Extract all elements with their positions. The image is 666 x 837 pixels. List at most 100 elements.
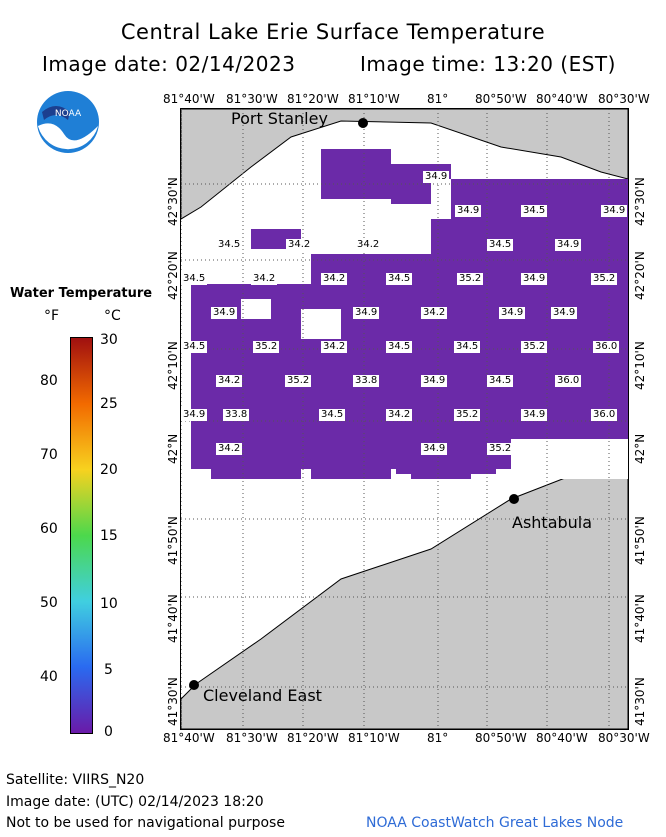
c-label: 25: [100, 396, 118, 412]
temp-label: 34.2: [321, 273, 348, 285]
f-label: 60: [40, 521, 58, 537]
temp-label: 35.2: [487, 443, 514, 455]
lat-label-right: 42°N: [633, 433, 647, 464]
lat-label-left: 41°50'N: [166, 516, 180, 565]
lat-label-left: 42°10'N: [166, 341, 180, 390]
temp-label: 34.9: [421, 375, 448, 387]
city-label-cleveland-east: Cleveland East: [203, 686, 322, 705]
legend-unit-f: °F: [44, 308, 60, 324]
city-label-ashtabula: Ashtabula: [512, 513, 593, 532]
temp-label: 34.5: [386, 273, 413, 285]
temp-label: 35.2: [454, 409, 481, 421]
noaa-logo: NOAA: [36, 90, 100, 154]
temp-label: 34.5: [487, 239, 514, 251]
water-block: [321, 149, 391, 199]
temp-label: 35.2: [253, 341, 280, 353]
footer-disclaimer: Not to be used for navigational purpose: [6, 815, 285, 831]
lon-label-top: 80°50'W: [475, 92, 527, 106]
c-label: 10: [100, 596, 118, 612]
graticule: [181, 109, 628, 729]
water-block: [311, 449, 391, 479]
c-label: 0: [104, 724, 113, 740]
temp-label: 34.9: [353, 307, 380, 319]
lat-label-right: 41°30'N: [633, 677, 647, 726]
c-label: 20: [100, 462, 118, 478]
cloud-patch: [181, 289, 191, 349]
lon-label-bottom: 80°30'W: [598, 731, 650, 745]
lon-label-bottom: 81°40'W: [163, 731, 215, 745]
cloud-patch: [431, 179, 451, 219]
lon-label-top: 81°20'W: [287, 92, 339, 106]
lat-label-right: 42°10'N: [633, 341, 647, 390]
c-label: 15: [100, 528, 118, 544]
footer-utc-date: Image date: (UTC) 02/14/2023 18:20: [6, 794, 264, 810]
lon-label-bottom: 80°50'W: [475, 731, 527, 745]
lat-label-right: 42°30'N: [633, 177, 647, 226]
temp-label: 34.5: [216, 239, 243, 251]
f-label: 70: [40, 447, 58, 463]
temp-label: 34.9: [551, 307, 578, 319]
lat-label-right: 41°40'N: [633, 594, 647, 643]
temp-label: 33.8: [223, 409, 250, 421]
lon-label-top: 80°40'W: [536, 92, 588, 106]
map-area[interactable]: 34.9 34.9 34.5 34.9 34.5 34.2 34.2 34.5 34.9 34.5…: [180, 108, 629, 730]
temp-label: 34.2: [216, 375, 243, 387]
c-label: 5: [104, 662, 113, 678]
cloud-patch: [511, 439, 628, 479]
temp-label: 34.2: [286, 239, 313, 251]
temp-label: 34.9: [421, 443, 448, 455]
temp-label: 34.5: [181, 341, 208, 353]
temp-label: 34.9: [455, 205, 482, 217]
lon-label-bottom: 81°20'W: [287, 731, 339, 745]
temp-label: 34.2: [386, 409, 413, 421]
temp-label: 34.9: [211, 307, 238, 319]
temp-label: 34.5: [319, 409, 346, 421]
temp-label: 34.2: [421, 307, 448, 319]
legend-title: Water Temperature: [10, 286, 153, 301]
lat-label-left: 42°N: [166, 433, 180, 464]
temp-label: 34.2: [251, 273, 278, 285]
temp-label: 35.2: [457, 273, 484, 285]
lon-label-bottom: 81°30'W: [226, 731, 278, 745]
lat-label-left: 41°40'N: [166, 594, 180, 643]
temp-label: 34.9: [555, 239, 582, 251]
lat-label-left: 42°30'N: [166, 177, 180, 226]
f-label: 40: [40, 669, 58, 685]
noaa-logo-text: NOAA: [55, 109, 82, 119]
lon-label-top: 81°: [427, 92, 449, 106]
water-block: [411, 469, 471, 479]
temp-label: 34.2: [355, 239, 382, 251]
footer-credit[interactable]: NOAA CoastWatch Great Lakes Node: [366, 815, 624, 831]
lon-label-bottom: 81°: [427, 731, 449, 745]
c-label: 30: [100, 332, 118, 348]
map-title: Central Lake Erie Surface Temperature: [120, 20, 546, 44]
temp-label: 36.0: [593, 341, 620, 353]
image-time: Image time: 13:20 (EST): [360, 52, 616, 76]
north-shore-land: [181, 109, 628, 220]
lat-label-right: 41°50'N: [633, 516, 647, 565]
temp-label: 34.9: [499, 307, 526, 319]
color-scale-bar: [70, 337, 93, 734]
lat-label-left: 42°20'N: [166, 251, 180, 300]
lon-label-top: 81°10'W: [348, 92, 400, 106]
temp-label: 36.0: [591, 409, 618, 421]
temp-label: 34.9: [521, 273, 548, 285]
f-label: 80: [40, 373, 58, 389]
temp-label: 34.5: [386, 341, 413, 353]
cloud-patch: [241, 299, 271, 319]
temp-label: 34.9: [423, 171, 450, 183]
temp-label: 35.2: [285, 375, 312, 387]
lon-label-top: 81°40'W: [163, 92, 215, 106]
image-date: Image date: 02/14/2023: [42, 52, 296, 76]
temp-label: 35.2: [521, 341, 548, 353]
footer-satellite: Satellite: VIIRS_N20: [6, 772, 145, 788]
city-marker-port-stanley: [358, 118, 368, 128]
lon-label-bottom: 81°10'W: [348, 731, 400, 745]
city-marker-cleveland-east: [189, 680, 199, 690]
lat-label-right: 42°20'N: [633, 251, 647, 300]
temp-label: 34.5: [521, 205, 548, 217]
temp-label: 35.2: [591, 273, 618, 285]
city-label-port-stanley: Port Stanley: [231, 109, 328, 128]
lon-label-bottom: 80°40'W: [536, 731, 588, 745]
temp-label: 34.9: [521, 409, 548, 421]
